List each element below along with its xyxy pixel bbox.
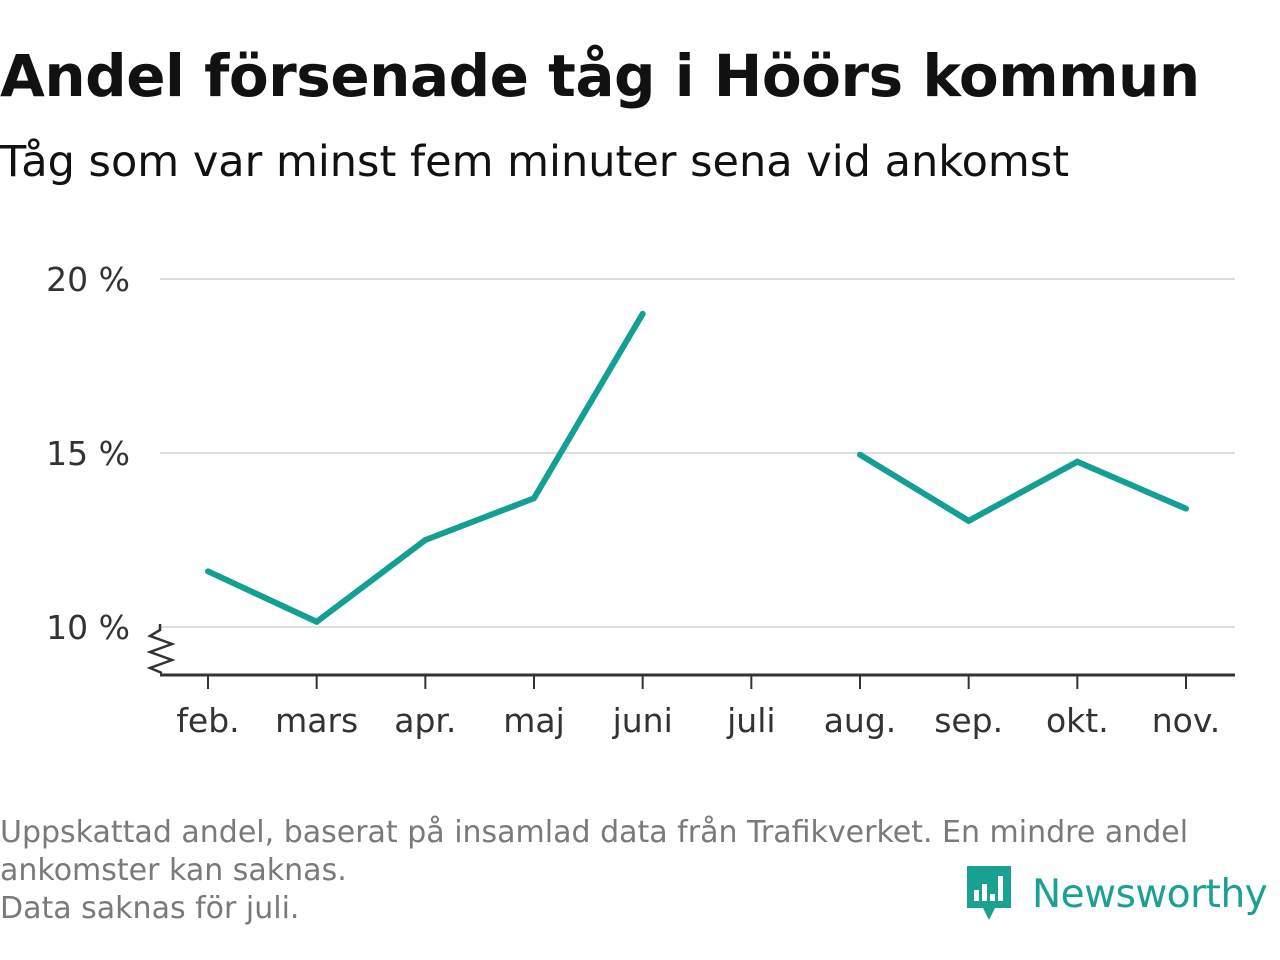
footnote-line-1: Uppskattad andel, baserat på insamlad da… (0, 815, 1189, 850)
x-tick-label: aug. (824, 701, 897, 740)
y-tick-label: 15 % (46, 434, 130, 473)
data-point (531, 495, 537, 502)
x-tick-label: maj (503, 701, 565, 740)
x-tick-label: okt. (1046, 701, 1109, 740)
x-tick-label: mars (275, 701, 358, 740)
series-line (205, 310, 1189, 626)
y-axis-break (146, 624, 176, 675)
data-point (205, 568, 211, 575)
data-point (1074, 458, 1081, 465)
x-tick-label: nov. (1152, 701, 1221, 740)
series-line-segment (858, 452, 1188, 525)
footnote-line-2: ankomster kan saknas. (0, 853, 347, 888)
data-point (313, 618, 320, 625)
y-axis-labels: 10 % 15 % 20 % (46, 260, 130, 647)
footnote-line-3: Data saknas för juli. (0, 891, 300, 926)
data-point (422, 537, 429, 543)
footnote: Uppskattad andel, baserat på insamlad da… (0, 814, 1270, 928)
data-point (1183, 505, 1189, 512)
newsworthy-logo-icon (967, 866, 1011, 920)
series-line-segment (206, 312, 646, 626)
x-tick-label: sep. (934, 701, 1003, 740)
newsworthy-logo: Newsworthy (964, 864, 1268, 924)
brand-name: Newsworthy (1032, 871, 1268, 917)
chart-subtitle: Tåg som var minst fem minuter sena vid a… (0, 137, 1070, 187)
gridlines (160, 278, 1235, 628)
data-point (857, 451, 863, 458)
x-axis: feb. mars apr. maj juni juli aug. sep. okt. nov. (146, 624, 1235, 740)
y-tick-label: 20 % (46, 260, 130, 299)
y-tick-label: 10 % (46, 608, 130, 647)
x-tick-label: juni (612, 701, 673, 740)
line-chart: feb. mars apr. maj juni juli aug. sep. okt. nov. … (46, 260, 1235, 740)
data-point (639, 310, 646, 317)
x-tick-label: juli (726, 701, 775, 740)
data-point (965, 517, 972, 524)
chart-title: Andel försenade tåg i Höörs kommun (0, 42, 1200, 110)
x-tick-label: apr. (394, 701, 456, 740)
x-tick-label: feb. (176, 701, 239, 740)
